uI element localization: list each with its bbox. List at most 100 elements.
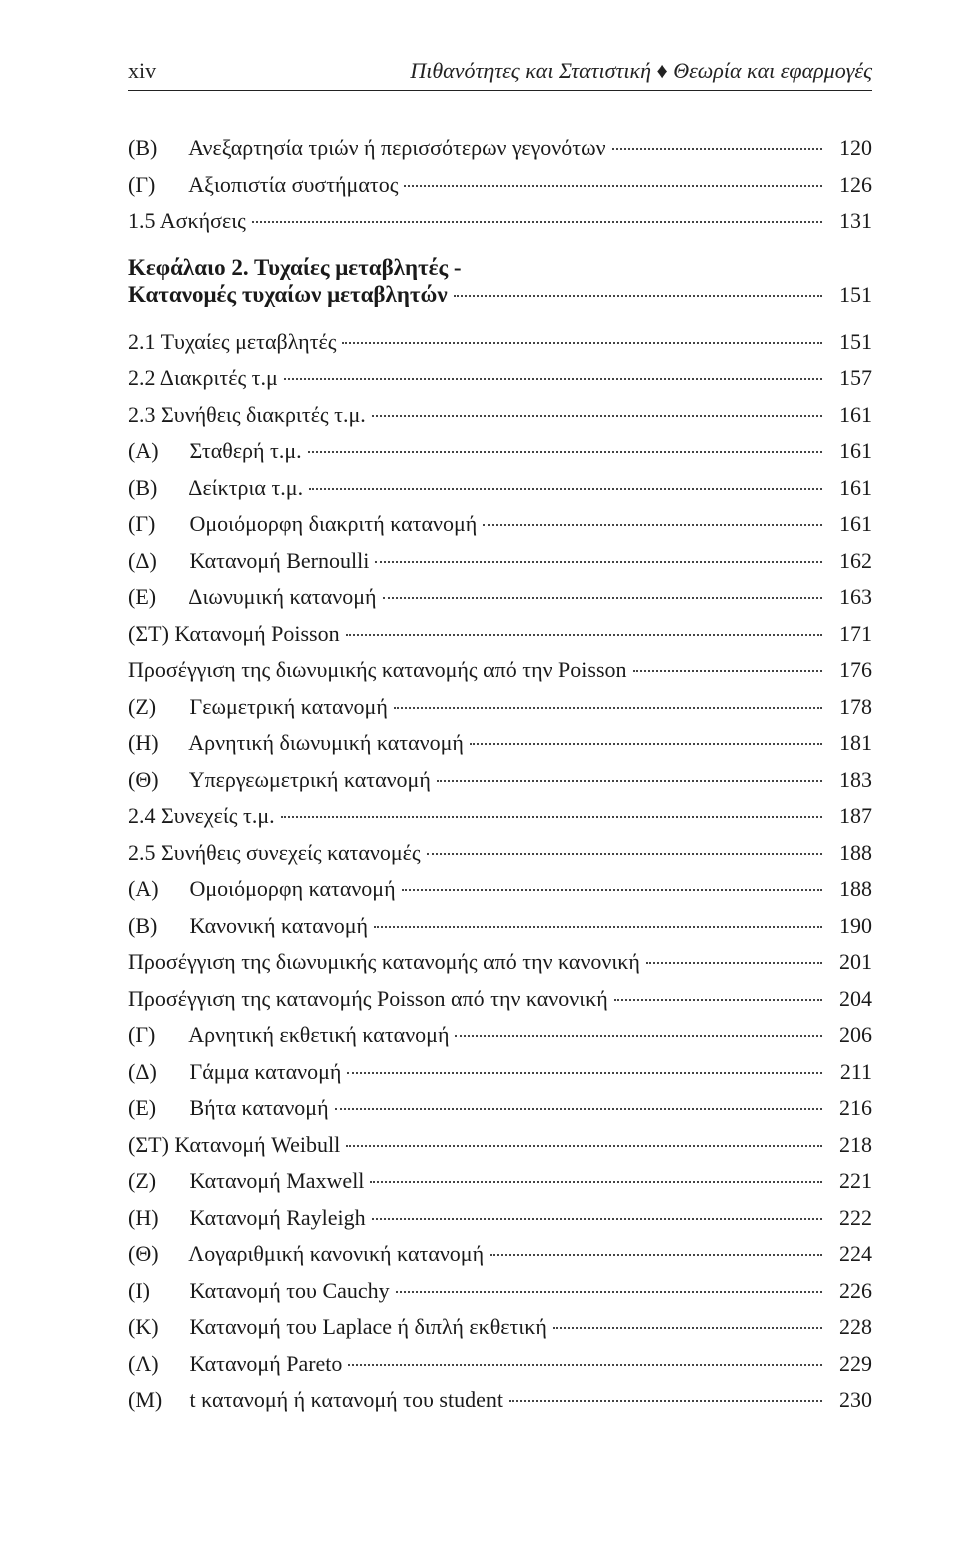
- toc-dots: [346, 1145, 822, 1147]
- toc-dots: [342, 342, 822, 344]
- toc-entry-title: Συνήθεις διακριτές τ.μ.: [161, 402, 366, 427]
- toc-entry-title: Προσέγγιση της διωνυμικής κατανομής από …: [128, 657, 627, 682]
- toc-entry: 2.5 Συνήθεις συνεχείς κατανομές188: [128, 842, 872, 864]
- toc-entry-prefix: (B): [128, 477, 184, 499]
- toc-entry-prefix: (ΣΤ): [128, 623, 169, 645]
- toc-entry-prefix: 2.2: [128, 367, 156, 389]
- toc-entry-title: Κατανομή Bernoulli: [190, 548, 370, 573]
- toc-entry-title: Διωνυμική κατανομή: [188, 584, 376, 609]
- toc-page-number: 157: [828, 367, 872, 389]
- toc-entry-label: (M) t κατανομή ή κατανομή του student: [128, 1389, 503, 1411]
- toc-dots: [402, 889, 822, 891]
- toc-dots: [348, 1364, 822, 1366]
- toc-dots: [284, 378, 822, 380]
- toc-dots: [374, 926, 822, 928]
- toc-entry-title: Προσέγγιση της διωνυμικής κατανομής από …: [128, 949, 640, 974]
- toc-dots: [394, 707, 822, 709]
- toc-entry: (E) Διωνυμική κατανομή 163: [128, 586, 872, 608]
- toc-entry: Προσέγγιση της κατανομής Poisson από την…: [128, 988, 872, 1010]
- toc-entry-label: Προσέγγιση της διωνυμικής κατανομής από …: [128, 659, 627, 681]
- toc-page-number: 224: [828, 1243, 872, 1265]
- toc-page-number: 163: [828, 586, 872, 608]
- toc-entry-label: (Γ) Ομοιόμορφη διακριτή κατανομή: [128, 513, 477, 535]
- toc-entry: (B) Κανονική κατανομή190: [128, 915, 872, 937]
- toc-entry: Κατανομές τυχαίων μεταβλητών151: [128, 283, 872, 306]
- toc-entry-title: Λογαριθμική κανονική κατανομή: [188, 1241, 484, 1266]
- toc-entry-title: Τυχαίες μεταβλητές: [161, 329, 337, 354]
- toc-entry: (K) Κατανομή του Laplace ή διπλή εκθετικ…: [128, 1316, 872, 1338]
- toc-entry-prefix: (Γ): [128, 1024, 184, 1046]
- toc-page-number: 222: [828, 1207, 872, 1229]
- toc-entry-label: (Γ) Αξιοπιστία συστήματος: [128, 174, 398, 196]
- toc-dots: [404, 185, 822, 187]
- toc-entry-title: Προσέγγιση της κατανομής Poisson από την…: [128, 986, 608, 1011]
- toc-entry: Κεφάλαιο 2. Τυχαίες μεταβλητές -: [128, 256, 872, 279]
- toc-page-number: 188: [828, 878, 872, 900]
- toc-dots: [633, 670, 822, 672]
- toc-entry-title: Αρνητική διωνυμική κατανομή: [188, 730, 464, 755]
- toc-entry-title: Κατανομή Weibull: [174, 1132, 340, 1157]
- toc-entry: (H) Κατανομή Rayleigh 222: [128, 1207, 872, 1229]
- toc-entry: 2.2 Διακριτές τ.μ 157: [128, 367, 872, 389]
- toc-entry: (I) Κατανομή του Cauchy226: [128, 1280, 872, 1302]
- toc-entry-title: Ασκήσεις: [160, 208, 246, 233]
- toc-entry-title: Βήτα κατανομή: [190, 1095, 329, 1120]
- toc-entry-prefix: (Λ): [128, 1353, 184, 1375]
- toc-entry: (A) Ομοιόμορφη κατανομή 188: [128, 878, 872, 900]
- toc-entry-title: Ανεξαρτησία τριών ή περισσότερων γεγονότ…: [188, 135, 605, 160]
- toc-dots: [383, 597, 822, 599]
- toc-entry-label: (B) Δείκτρια τ.μ.: [128, 477, 303, 499]
- toc-chapter-title: Κεφάλαιο 2. Τυχαίες μεταβλητές -: [128, 256, 462, 279]
- toc-entry-label: Προσέγγιση της διωνυμικής κατανομής από …: [128, 951, 640, 973]
- toc-dots: [483, 524, 822, 526]
- toc-entry-prefix: (M): [128, 1389, 184, 1411]
- toc-page-number: 204: [828, 988, 872, 1010]
- toc-entry-label: (E) Διωνυμική κατανομή: [128, 586, 377, 608]
- toc-dots: [372, 415, 822, 417]
- toc-dots: [454, 295, 822, 297]
- toc-page-number: 190: [828, 915, 872, 937]
- toc-page-number: 228: [828, 1316, 872, 1338]
- book-title: Πιθανότητες και Στατιστική ♦ Θεωρία και …: [410, 58, 872, 84]
- toc-entry-prefix: 2.5: [128, 842, 156, 864]
- toc-entry-prefix: 2.1: [128, 331, 156, 353]
- toc-entry-label: (I) Κατανομή του Cauchy: [128, 1280, 390, 1302]
- toc-page-number: 151: [828, 331, 872, 353]
- toc-page-number: 187: [828, 805, 872, 827]
- toc-entry: (H) Αρνητική διωνυμική κατανομή181: [128, 732, 872, 754]
- toc-page-number: 230: [828, 1389, 872, 1411]
- toc-entry: (Γ) Ομοιόμορφη διακριτή κατανομή161: [128, 513, 872, 535]
- toc-entry-title: Ομοιόμορφη κατανομή: [190, 876, 396, 901]
- toc-entry: (Z) Κατανομή Maxwell221: [128, 1170, 872, 1192]
- toc-entry: (Δ) Κατανομή Bernoulli 162: [128, 550, 872, 572]
- toc-entry-label: (E) Βήτα κατανομή: [128, 1097, 329, 1119]
- toc-entry-prefix: (I): [128, 1280, 184, 1302]
- toc-dots: [370, 1181, 822, 1183]
- toc-entry-prefix: (A): [128, 878, 184, 900]
- toc-page-number: 176: [828, 659, 872, 681]
- toc-entry-label: (Δ) Κατανομή Bernoulli: [128, 550, 369, 572]
- toc-entry-title: Διακριτές τ.μ: [160, 365, 278, 390]
- toc-entry: (Λ) Κατανομή Pareto229: [128, 1353, 872, 1375]
- toc-entry: (ΣΤ) Κατανομή Poisson171: [128, 623, 872, 645]
- toc-page-number: 151: [828, 284, 872, 306]
- toc-page-number: 162: [828, 550, 872, 572]
- toc-entry-title: Γεωμετρική κατανομή: [190, 694, 388, 719]
- toc-page-number: 183: [828, 769, 872, 791]
- toc-entry-title: Κατανομή Maxwell: [190, 1168, 365, 1193]
- toc-dots: [614, 999, 822, 1001]
- toc-entry-label: 1.5 Ασκήσεις: [128, 210, 246, 232]
- toc-entry: (Γ) Αρνητική εκθετική κατανομή206: [128, 1024, 872, 1046]
- toc-entry-label: 2.2 Διακριτές τ.μ: [128, 367, 278, 389]
- toc-entry-label: (H) Κατανομή Rayleigh: [128, 1207, 366, 1229]
- toc-entry-title: Κατανομή Pareto: [190, 1351, 343, 1376]
- toc-entry-label: (Θ) Λογαριθμική κανονική κατανομή: [128, 1243, 484, 1265]
- toc-entry-prefix: (E): [128, 1097, 184, 1119]
- toc-entry-label: (ΣΤ) Κατανομή Poisson: [128, 623, 340, 645]
- toc-entry-title: Γάμμα κατανομή: [190, 1059, 342, 1084]
- toc-entry-prefix: (H): [128, 732, 184, 754]
- toc-entry: Προσέγγιση της διωνυμικής κατανομής από …: [128, 659, 872, 681]
- toc-dots: [335, 1108, 822, 1110]
- toc-page-number: 178: [828, 696, 872, 718]
- toc-entry-prefix: (ΣΤ): [128, 1134, 169, 1156]
